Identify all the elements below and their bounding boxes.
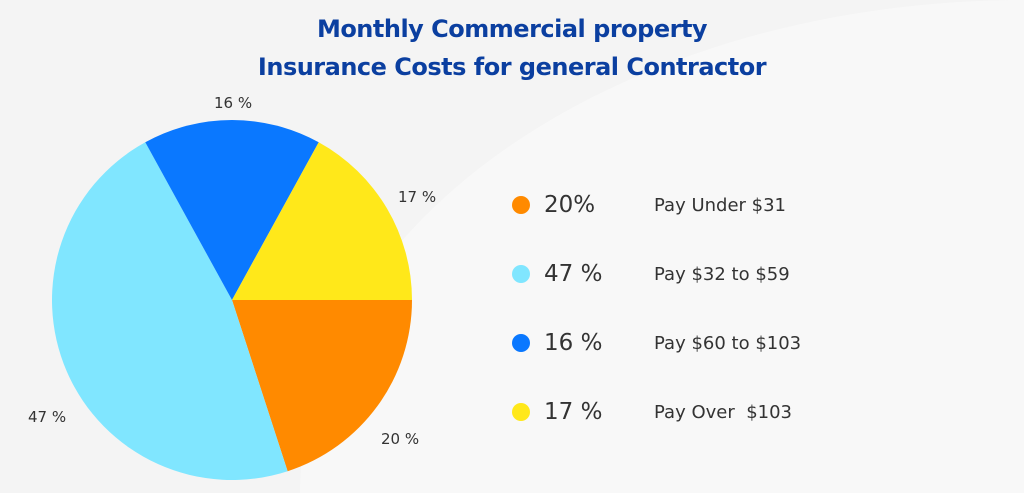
pie-label-17: 17 % [398,188,437,206]
pie-label-16: 16 % [214,94,253,112]
legend-percent: 20% [544,192,596,218]
legend-dot [512,334,530,352]
legend-item: 16 % Pay $60 to $103 [512,328,801,358]
pie-slice-20 [232,300,412,472]
pie-label-20: 20 % [381,430,420,448]
legend-text: Pay $60 to $103 [654,332,802,354]
title-line-1: Monthly Commercial property [316,15,708,43]
legend-percent: 47 % [544,261,603,287]
legend-text: Pay $32 to $59 [654,263,790,285]
pie-slice-17 [232,142,412,300]
pie-slice-16 [145,120,319,301]
chart-title: Monthly Commercial property Insurance Co… [0,10,1024,86]
legend-item: 47 % Pay $32 to $59 [512,259,790,289]
pie-label-47: 47 % [28,408,67,426]
legend-item: 20% Pay Under $31 [512,190,786,220]
legend-dot [512,196,530,214]
legend-item: 17 % Pay Over $103 [512,397,792,427]
legend-dot [512,403,530,421]
legend-percent: 16 % [544,330,603,356]
legend-dot [512,265,530,283]
pie-slice-47 [51,142,288,481]
legend-text: Pay Over $103 [654,401,792,423]
legend-percent: 17 % [544,399,603,425]
legend-text: Pay Under $31 [654,194,787,216]
title-line-2: Insurance Costs for general Contractor [257,53,767,81]
